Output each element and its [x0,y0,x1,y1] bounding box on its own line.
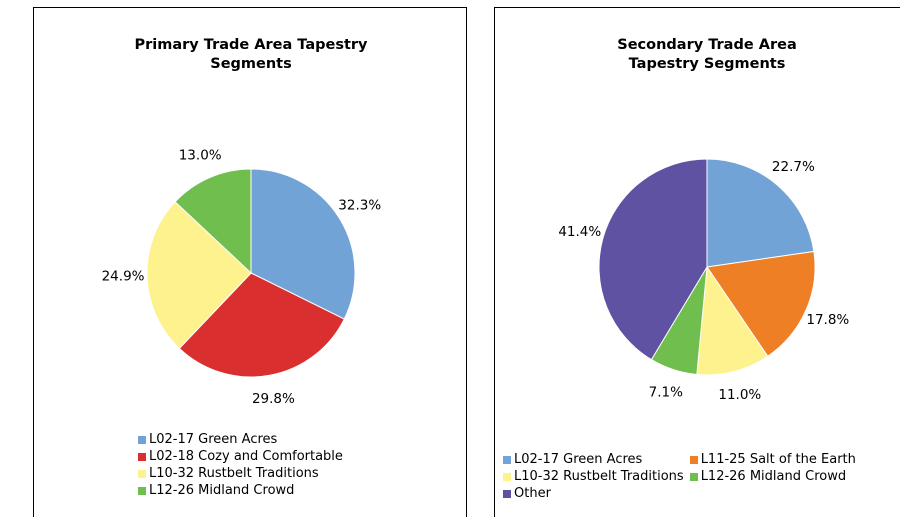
legend-swatch [138,452,146,461]
legend-item: L02-18 Cozy and Comfortable [138,449,343,464]
data-label: 7.1% [649,384,683,400]
pie-slice [174,168,252,275]
legend: L02-17 Green Acres L11-25 Salt of the Ear… [503,452,856,501]
pie-chart: 22.7% 17.8% 11.0% 7.1% 41.4% [558,158,849,403]
data-label: 17.8% [806,312,849,328]
legend-label: Other [514,486,551,501]
chart-panel: Primary Trade Area Tapestry Segments 32.… [33,7,467,517]
data-label: 22.7% [772,159,815,175]
legend-swatch [503,489,511,498]
pie-slice [696,265,769,376]
chart-title: Primary Trade Area Tapestry Segments [134,37,368,72]
chart-title: Secondary Trade Area Tapestry Segments [617,37,797,72]
pie-slice [706,250,816,358]
legend-label: L10-32 Rustbelt Traditions [514,469,684,484]
legend-item: L10-32 Rustbelt Traditions [138,466,343,481]
legend-item: L12-26 Midland Crowd [138,483,343,498]
legend-swatch [689,455,698,464]
legend-item: L11-25 Salt of the Earth [689,452,856,467]
legend-item: L02-17 Green Acres [503,452,684,467]
legend-item: L12-26 Midland Crowd [689,469,856,484]
pie-slice [146,201,252,350]
legend-item: Other [503,486,684,501]
legend-swatch [138,435,146,444]
pie-chart: 32.3% 29.8% 24.9% 13.0% [102,148,382,407]
legend-label: L10-32 Rustbelt Traditions [149,466,319,481]
legend-item: L02-17 Green Acres [138,432,343,447]
data-label: 24.9% [102,269,145,285]
legend-swatch [503,455,511,464]
chart-panel: Secondary Trade Area Tapestry Segments 2… [494,7,900,517]
legend-label: L02-18 Cozy and Comfortable [149,449,343,464]
pie-slice [598,158,708,361]
legend: L02-17 Green Acres L02-18 Cozy and Comfor… [138,432,343,498]
data-label: 41.4% [558,224,601,240]
data-label: 13.0% [179,148,222,164]
legend-label: L12-26 Midland Crowd [149,483,295,498]
legend-item: L10-32 Rustbelt Traditions [503,469,684,484]
legend-label: L02-17 Green Acres [514,452,643,467]
data-label: 11.0% [718,387,761,403]
pie-slice [250,168,356,320]
pie-slice [706,158,815,268]
data-label: 32.3% [338,197,381,213]
legend-swatch [689,472,698,481]
data-label: 29.8% [252,391,295,407]
legend-swatch [138,486,146,495]
legend-swatch [503,472,511,481]
legend-swatch [138,469,146,478]
legend-label: L02-17 Green Acres [149,432,278,447]
legend-label: L12-26 Midland Crowd [700,469,847,484]
pie-slice [178,272,345,378]
legend-label: L11-25 Salt of the Earth [700,452,856,467]
